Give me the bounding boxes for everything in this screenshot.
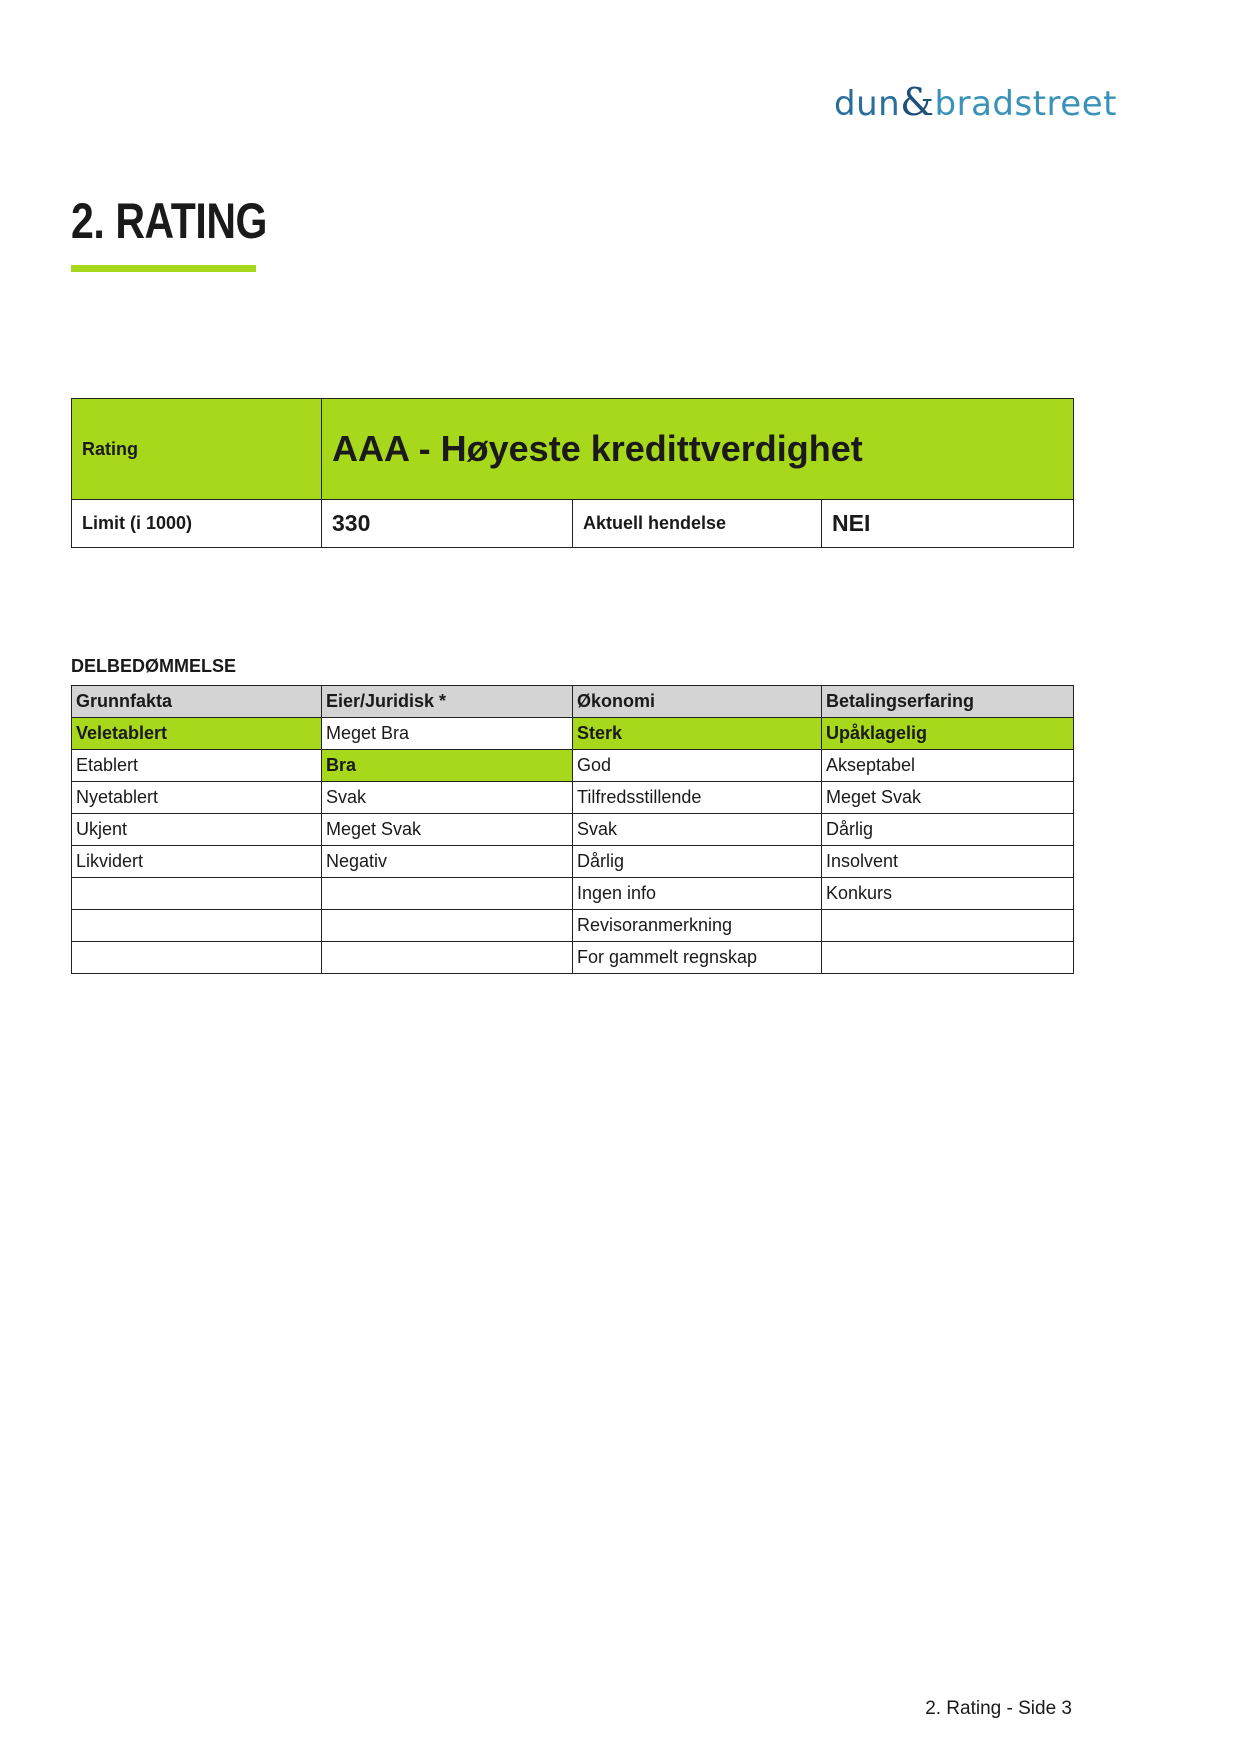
table-cell: Revisoranmerkning	[572, 909, 822, 942]
table-row: For gammelt regnskap	[71, 941, 1074, 974]
table-cell: Konkurs	[821, 877, 1074, 910]
table-cell: Ukjent	[71, 813, 322, 846]
table-row: Ukjent Meget Svak Svak Dårlig	[71, 813, 1074, 846]
title-underline	[71, 265, 256, 272]
selected-cell: Bra	[321, 749, 573, 782]
table-row: Likvidert Negativ Dårlig Insolvent	[71, 845, 1074, 878]
dun-bradstreet-logo: dun&bradstreet	[834, 80, 1117, 124]
table-cell: Etablert	[71, 749, 322, 782]
table-cell: Dårlig	[821, 813, 1074, 846]
rating-summary-table: Rating AAA - Høyeste kredittverdighet Li…	[71, 398, 1075, 548]
column-header: Eier/Juridisk *	[321, 685, 573, 718]
table-cell: Meget Svak	[321, 813, 573, 846]
rating-value: AAA - Høyeste kredittverdighet	[320, 398, 1075, 500]
page-title: 2. RATING	[71, 193, 268, 249]
table-cell: Svak	[572, 813, 822, 846]
table-cell: God	[572, 749, 822, 782]
table-cell	[321, 941, 573, 974]
rating-row: Rating AAA - Høyeste kredittverdighet	[71, 398, 1075, 500]
limit-value: 330	[321, 499, 573, 548]
table-row: Ingen info Konkurs	[71, 877, 1074, 910]
table-row: Etablert Bra God Akseptabel	[71, 749, 1074, 782]
table-cell	[71, 941, 322, 974]
table-row: Revisoranmerkning	[71, 909, 1074, 942]
event-label: Aktuell hendelse	[572, 499, 822, 548]
logo-text-dun: dun	[834, 84, 901, 124]
logo-ampersand: &	[900, 80, 935, 124]
table-cell: Likvidert	[71, 845, 322, 878]
table-cell: Nyetablert	[71, 781, 322, 814]
table-cell	[71, 877, 322, 910]
selected-cell: Veletablert	[71, 717, 322, 750]
table-cell	[821, 941, 1074, 974]
table-cell	[71, 909, 322, 942]
table-cell	[821, 909, 1074, 942]
table-cell: Negativ	[321, 845, 573, 878]
page-footer: 2. Rating - Side 3	[925, 1698, 1072, 1719]
table-cell: Meget Bra	[321, 717, 573, 750]
table-cell: Dårlig	[572, 845, 822, 878]
column-header: Betalingserfaring	[821, 685, 1074, 718]
table-cell: Meget Svak	[821, 781, 1074, 814]
table-cell	[321, 877, 573, 910]
table-cell: Ingen info	[572, 877, 822, 910]
selected-cell: Sterk	[572, 717, 822, 750]
table-cell: Akseptabel	[821, 749, 1074, 782]
subratings-title: DELBEDØMMELSE	[71, 656, 237, 676]
logo-text-bradstreet: bradstreet	[934, 84, 1117, 124]
table-cell: Insolvent	[821, 845, 1074, 878]
selected-cell: Upåklagelig	[821, 717, 1074, 750]
column-header: Økonomi	[572, 685, 822, 718]
limit-label: Limit (i 1000)	[71, 499, 322, 548]
table-cell: For gammelt regnskap	[572, 941, 822, 974]
limit-row: Limit (i 1000) 330 Aktuell hendelse NEI	[71, 499, 1075, 548]
subratings-table: Grunnfakta Eier/Juridisk * Økonomi Betaling…	[71, 685, 1074, 974]
table-cell	[321, 909, 573, 942]
rating-label: Rating	[71, 398, 322, 500]
table-row: Nyetablert Svak Tilfredsstillende Meget Sva…	[71, 781, 1074, 814]
table-cell: Svak	[321, 781, 573, 814]
table-cell: Tilfredsstillende	[572, 781, 822, 814]
event-value: NEI	[820, 499, 1075, 548]
subratings-header-row: Grunnfakta Eier/Juridisk * Økonomi Betaling…	[71, 685, 1074, 718]
table-row: Veletablert Meget Bra Sterk Upåklagelig	[71, 717, 1074, 750]
column-header: Grunnfakta	[71, 685, 322, 718]
